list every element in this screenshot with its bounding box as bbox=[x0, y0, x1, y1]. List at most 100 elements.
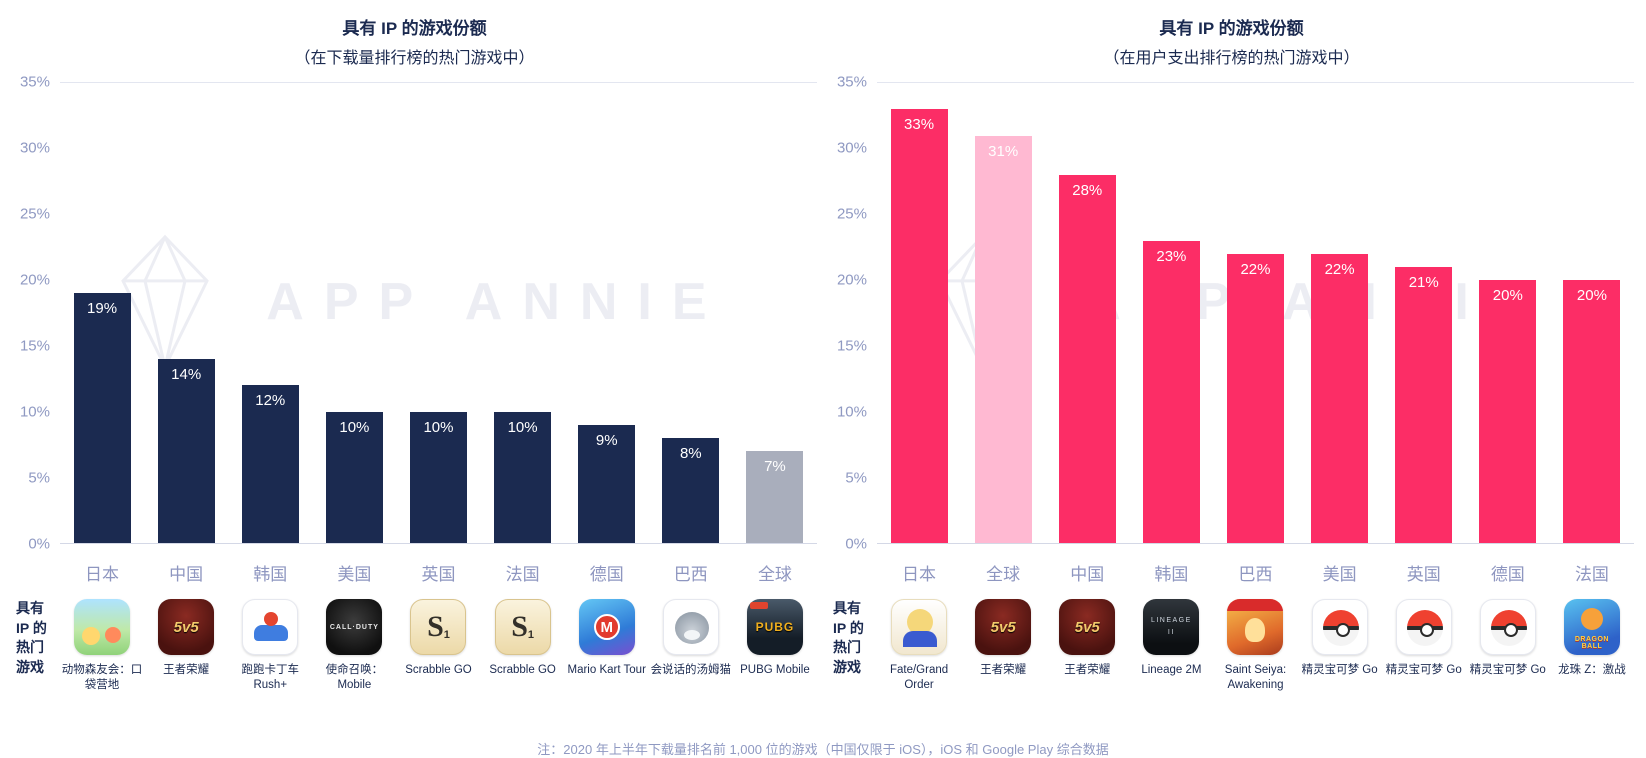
y-tick-label: 25% bbox=[19, 205, 50, 223]
category-label: 巴西 bbox=[1238, 565, 1273, 584]
bar-column: 12% bbox=[228, 83, 312, 543]
footnote: 注：2020 年上半年下载量排名前 1,000 位的游戏（中国仅限于 iOS），… bbox=[537, 742, 1109, 757]
icon-text: S bbox=[427, 610, 444, 643]
bar-value-label: 21% bbox=[1408, 274, 1439, 291]
bar: 20% bbox=[1563, 280, 1621, 543]
chart-subtitle: （在用户支出排行榜的热门游戏中） bbox=[1103, 50, 1360, 67]
game-item: 精灵宝可梦 Go bbox=[1466, 599, 1550, 693]
game-item: 动物森友会：口袋营地 bbox=[60, 599, 144, 693]
game-item: Fate/Grand Order bbox=[877, 599, 961, 693]
game-item: S 1 Scrabble GO bbox=[396, 599, 480, 693]
row-label-line: 具有 bbox=[833, 600, 861, 616]
category-label: 德国 bbox=[1490, 565, 1525, 584]
y-tick-label: 5% bbox=[845, 469, 867, 487]
games-grid: 动物森友会：口袋营地 5v5 王者荣耀 跑跑卡丁车 Rush+ CALL·DUTY 使命召… bbox=[60, 599, 817, 693]
bar-value-label: 20% bbox=[1492, 287, 1523, 305]
bar: 12% bbox=[241, 385, 299, 543]
game-name: Mario Kart Tour bbox=[567, 664, 646, 676]
chart-title: 具有 IP 的游戏份额 bbox=[1159, 19, 1304, 38]
y-axis: 35% 30% 25% 20% 15% 10% 5% 0% bbox=[829, 74, 877, 553]
bar-value-label: 9% bbox=[595, 431, 618, 449]
row-label: 具有 IP 的热门 游戏 bbox=[16, 599, 47, 677]
category-label: 全球 bbox=[986, 565, 1021, 584]
honor-of-kings-icon: 5v5 bbox=[975, 599, 1032, 655]
category-label: 美国 bbox=[337, 565, 372, 584]
game-name: 王者荣耀 bbox=[980, 664, 1027, 676]
row-label: 具有 IP 的热门 游戏 bbox=[833, 599, 864, 677]
bar: 22% bbox=[1311, 253, 1369, 543]
category-row: 日本 全球 中国 韩国 巴西 美国 英国 德国 法国 bbox=[877, 560, 1634, 585]
game-item: 精灵宝可梦 Go bbox=[1298, 599, 1382, 693]
bar-column: 7% bbox=[733, 83, 817, 543]
bar-column: 20% bbox=[1550, 83, 1634, 543]
icon-text: 5v5 bbox=[1074, 618, 1100, 636]
bar: 9% bbox=[578, 424, 636, 543]
bar: 10% bbox=[494, 411, 552, 543]
bar-value-label: 22% bbox=[1240, 260, 1271, 278]
category-label: 法国 bbox=[1574, 565, 1609, 584]
game-name: PUBG Mobile bbox=[740, 664, 810, 676]
category-label: 中国 bbox=[169, 565, 204, 584]
pokeball-icon bbox=[1395, 599, 1452, 655]
game-name: 精灵宝可梦 Go bbox=[1385, 664, 1462, 676]
game-name: 王者荣耀 bbox=[1064, 664, 1111, 676]
bar-column: 8% bbox=[649, 83, 733, 543]
y-tick-label: 20% bbox=[19, 271, 50, 289]
bar-column: 23% bbox=[1129, 83, 1213, 543]
bar: 28% bbox=[1058, 175, 1116, 543]
bar-column: 9% bbox=[565, 83, 649, 543]
bar: 20% bbox=[1479, 280, 1537, 543]
game-item: 会说话的汤姆猫 bbox=[649, 599, 733, 693]
icon-text: 5v5 bbox=[990, 618, 1016, 636]
bar-column: 28% bbox=[1045, 83, 1129, 543]
bar-column: 19% bbox=[60, 83, 144, 543]
game-item: Saint Seiya: Awakening bbox=[1213, 599, 1297, 693]
icon-text: CALL·DUTY bbox=[329, 623, 379, 631]
plot-area: APP ANNIE 33%31%28%23%22%22%21%20%20% bbox=[877, 82, 1634, 544]
bar: 23% bbox=[1142, 240, 1200, 543]
y-tick-label: 35% bbox=[19, 73, 50, 91]
chart-area: 35% 30% 25% 20% 15% 10% 5% 0% APP ANNIE 19% 14% 1… bbox=[12, 74, 817, 553]
game-name: 龙珠 Z：激战 bbox=[1558, 664, 1626, 676]
bar-column: 10% bbox=[396, 83, 480, 543]
y-axis: 35% 30% 25% 20% 15% 10% 5% 0% bbox=[12, 74, 60, 553]
y-tick-label: 10% bbox=[836, 403, 867, 421]
category-label: 韩国 bbox=[253, 565, 288, 584]
game-item: M Mario Kart Tour bbox=[565, 599, 649, 693]
row-label-line: 热门 bbox=[16, 639, 44, 656]
bar-value-label: 33% bbox=[904, 116, 935, 134]
bar: 14% bbox=[157, 359, 215, 543]
bar-value-label: 23% bbox=[1156, 247, 1187, 265]
category-row: 日本 中国 韩国 美国 英国 法国 德国 巴西 全球 bbox=[60, 560, 817, 585]
icon-text: M bbox=[593, 614, 620, 640]
icon-subscript: 1 bbox=[527, 629, 534, 641]
bar-column: 10% bbox=[481, 83, 565, 543]
row-label-line: 游戏 bbox=[833, 658, 861, 675]
bar-value-label: 14% bbox=[171, 366, 202, 383]
pubg-icon: PUBG bbox=[746, 599, 803, 655]
bar-value-label: 12% bbox=[255, 392, 286, 410]
bar-value-label: 10% bbox=[507, 418, 538, 436]
bar-column: 22% bbox=[1213, 83, 1297, 543]
bars: 33% 31% 28% 23% 22% 22% 21% 20% 20% bbox=[877, 83, 1634, 543]
fgo-icon bbox=[891, 599, 948, 655]
icon-text: S bbox=[511, 610, 528, 643]
category-label: 巴西 bbox=[673, 565, 708, 584]
bar-value-label: 7% bbox=[764, 458, 786, 475]
charts-container: 具有 IP 的游戏份额 （在下载量排行榜的热门游戏中） 35% 30% 25% 20%… bbox=[12, 19, 1634, 693]
y-tick-label: 5% bbox=[28, 469, 50, 487]
mario-kart-icon: M bbox=[578, 599, 635, 655]
chart-area: 35%30%25%20%15%10%5%0% APP ANNIE 33%31%2… bbox=[829, 74, 1634, 553]
bar-value-label: 10% bbox=[423, 418, 454, 436]
y-tick-label: 30% bbox=[19, 139, 50, 157]
category-label: 法国 bbox=[505, 565, 540, 584]
animal-crossing-icon bbox=[74, 599, 131, 655]
row-label-line: IP 的 bbox=[16, 619, 47, 636]
bar-value-label: 10% bbox=[339, 418, 370, 436]
row-label-line: 具有 bbox=[16, 600, 44, 616]
game-name: 精灵宝可梦 Go bbox=[1301, 664, 1378, 676]
icon-subscript: 1 bbox=[443, 629, 450, 641]
plot-area: APP ANNIE 19% 14% 12% 10% 10% 10% 9% 8% 7% bbox=[60, 82, 817, 544]
game-item: 跑跑卡丁车 Rush+ bbox=[228, 599, 312, 693]
